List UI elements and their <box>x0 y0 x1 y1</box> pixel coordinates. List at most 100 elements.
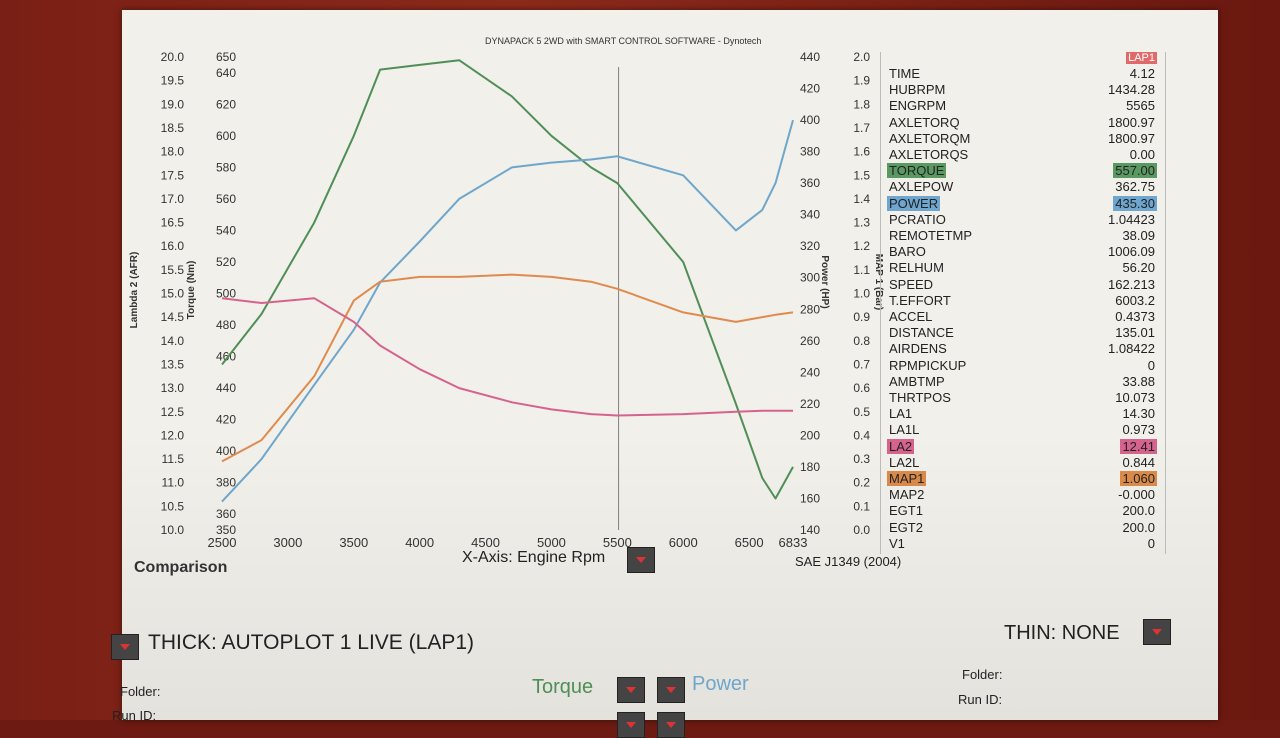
power-tick-label: 380 <box>800 145 820 159</box>
readout-key: AXLEPOW <box>889 179 954 195</box>
power-tick-label: 220 <box>800 397 820 411</box>
readout-value: 1800.97 <box>1108 114 1155 130</box>
readout-key: PCRATIO <box>889 211 946 227</box>
readout-row: EGT2 200.0 <box>881 520 1165 536</box>
torque-tick-label: 640 <box>216 66 236 80</box>
readout-key: SPEED <box>889 276 934 292</box>
x-tick-label: 5500 <box>603 535 632 550</box>
lambda-tick-label: 15.5 <box>161 263 185 277</box>
readout-key: V1 <box>889 535 905 551</box>
lambda-tick-label: 16.0 <box>161 239 185 253</box>
lambda-tick-label: 18.5 <box>161 121 185 135</box>
readout-row: LA1 14.30 <box>881 406 1165 422</box>
map-tick-label: 1.0 <box>853 287 870 301</box>
readout-value: 38.09 <box>1122 228 1155 243</box>
torque-tick-label: 500 <box>216 287 236 301</box>
readout-value: 10.073 <box>1115 390 1155 405</box>
map-tick-label: 1.7 <box>853 121 870 135</box>
lambda-tick-label: 19.5 <box>161 74 185 88</box>
thick-run-dropdown-button[interactable] <box>111 634 139 660</box>
map-tick-label: 0.8 <box>853 334 870 348</box>
torque-tick-label: 540 <box>216 223 236 237</box>
map-tick-label: 0.6 <box>853 381 870 395</box>
map-tick-label: 1.4 <box>853 192 870 206</box>
thin-run-label: THIN: NONE <box>1004 622 1120 644</box>
readout-row: ACCEL 0.4373 <box>881 309 1165 325</box>
readout-row: SPEED 162.213 <box>881 277 1165 293</box>
readout-value: 1.08422 <box>1108 341 1155 357</box>
readout-value: 557.00 <box>1113 163 1157 179</box>
lambda-tick-label: 19.0 <box>161 97 185 111</box>
power-tick-label: 320 <box>800 239 820 253</box>
map-tick-label: 1.6 <box>853 145 870 159</box>
lambda-tick-label: 20.0 <box>161 50 185 64</box>
readout-key: DISTANCE <box>889 325 954 341</box>
readout-row: REMOTETMP 38.09 <box>881 228 1165 244</box>
readout-key: EGT2 <box>889 519 923 535</box>
power-tick-label: 400 <box>800 113 820 127</box>
torque-dropdown-button[interactable] <box>617 677 645 703</box>
map1-dropdown-button[interactable] <box>657 712 685 738</box>
readout-key: ENGRPM <box>889 98 947 114</box>
map-tick-label: 0.4 <box>853 428 870 442</box>
readout-row: EGT1 200.0 <box>881 503 1165 519</box>
power-tick-label: 420 <box>800 82 820 96</box>
power-tick-label: 360 <box>800 176 820 190</box>
readout-row: POWER 435.30 <box>881 195 1165 212</box>
torque-tick-label: 350 <box>216 523 236 537</box>
torque-tick-label: 360 <box>216 507 236 521</box>
readout-value: 14.30 <box>1122 406 1155 422</box>
readout-row: AXLETORQ 1800.97 <box>881 115 1165 131</box>
readout-key: AMBTMP <box>889 373 945 389</box>
torque-tick-label: 380 <box>216 476 236 490</box>
readout-value: 56.20 <box>1122 260 1155 276</box>
thin-run-dropdown-button[interactable] <box>1143 619 1171 645</box>
la2-dropdown-button[interactable] <box>617 712 645 738</box>
torque-tick-label: 440 <box>216 381 236 395</box>
x-axis-dropdown-button[interactable] <box>627 547 655 573</box>
readout-key: BARO <box>889 244 926 260</box>
readout-value: 5565 <box>1126 98 1155 114</box>
map-tick-label: 0.0 <box>853 523 870 537</box>
readout-value: 200.0 <box>1122 503 1155 519</box>
readout-key: LA1L <box>889 422 920 438</box>
map-tick-label: 0.2 <box>853 476 870 490</box>
torque-tick-label: 580 <box>216 160 236 174</box>
lambda-tick-label: 18.0 <box>161 145 185 159</box>
readout-row: LA2L 0.844 <box>881 455 1165 471</box>
series-line-map1 <box>221 273 794 463</box>
readout-key: RELHUM <box>889 260 944 276</box>
readout-row: LA1L 0.973 <box>881 422 1165 438</box>
readout-value: 0.4373 <box>1115 309 1155 324</box>
run-id-label: Run ID: <box>112 708 157 723</box>
map-tick-label: 1.9 <box>853 74 870 88</box>
readout-value: 0.00 <box>1129 147 1155 162</box>
power-tick-label: 240 <box>800 365 820 379</box>
x-tick-label: 5000 <box>537 535 566 550</box>
torque-tick-label: 600 <box>216 129 236 143</box>
readout-row: THRTPOS 10.073 <box>881 390 1165 406</box>
lambda-tick-label: 12.5 <box>161 405 185 419</box>
x-tick-label: 6833 <box>779 535 808 550</box>
readout-key: LA2 <box>887 438 915 454</box>
x-tick-label: 4000 <box>405 535 434 550</box>
map-tick-label: 1.5 <box>853 168 870 182</box>
power-axis-title: Power (HP) <box>819 255 830 308</box>
readout-value: 362.75 <box>1115 179 1155 195</box>
dyno-chart: 10.0 10.5 11.0 11.5 12.0 12.5 13.0 13.5 14.0 14.5… <box>129 50 884 550</box>
readout-value: 1800.97 <box>1108 130 1155 146</box>
readout-value: 200.0 <box>1122 519 1155 535</box>
readout-value: 12.41 <box>1120 438 1157 454</box>
torque-tick-label: 560 <box>216 192 236 206</box>
map-tick-label: 0.1 <box>853 499 870 513</box>
power-tick-label: 280 <box>800 302 820 316</box>
comparison-label: Comparison <box>134 559 228 576</box>
readout-key: EGT1 <box>889 503 923 519</box>
readout-value: 33.88 <box>1122 373 1155 389</box>
series-line-torque <box>221 59 794 500</box>
correction-standard: SAE J1349 (2004) <box>795 554 902 569</box>
map-tick-label: 1.8 <box>853 97 870 111</box>
power-dropdown-button[interactable] <box>657 677 685 703</box>
readout-key: THRTPOS <box>889 390 951 405</box>
readout-key: POWER <box>887 195 941 211</box>
